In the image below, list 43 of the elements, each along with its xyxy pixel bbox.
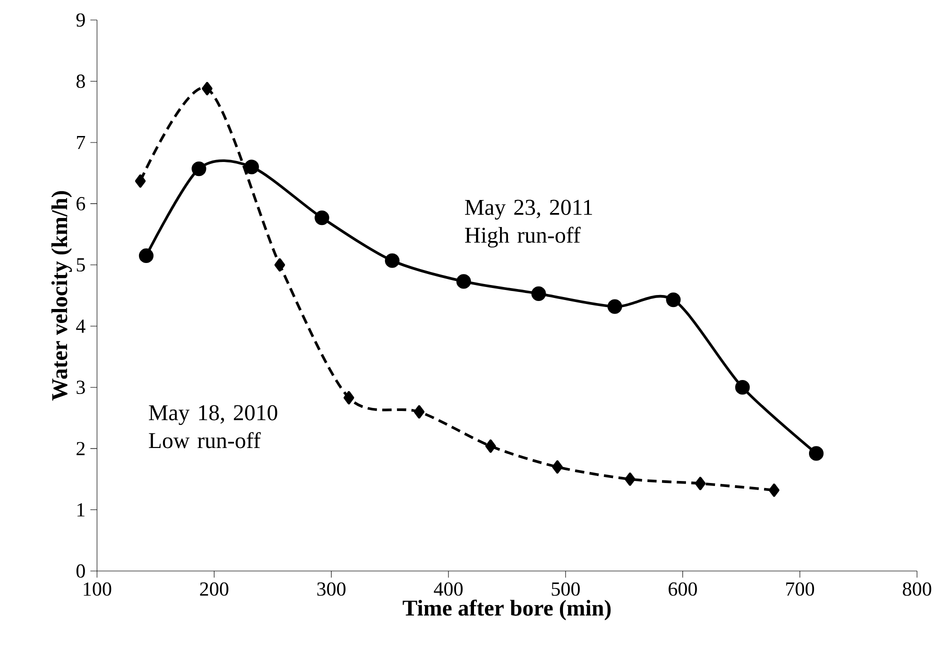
point	[244, 160, 259, 174]
point	[552, 460, 563, 474]
y-tick-label: 5	[76, 258, 85, 272]
y-tick-label: 9	[76, 13, 85, 27]
point	[384, 253, 400, 268]
y-tick-label: 7	[77, 136, 86, 149]
x-tick-label: 800	[902, 582, 932, 596]
y-tick-label: 4	[76, 320, 86, 333]
y-tick-label: 2	[76, 442, 85, 456]
point	[274, 258, 286, 272]
y-tick-label: 1	[77, 503, 84, 516]
point	[694, 476, 706, 490]
x-tick-label: 600	[668, 582, 697, 596]
y-axis-title: Water velocity (km/h)	[51, 191, 72, 401]
x-tick-label: 500	[552, 582, 580, 596]
x-tick-label: 200	[200, 582, 228, 596]
point	[624, 472, 636, 486]
y-tick-label: 8	[76, 74, 85, 88]
point	[808, 446, 824, 461]
point	[607, 299, 622, 314]
point	[135, 174, 146, 188]
y-tick-label: 3	[76, 380, 85, 394]
x-tick-label: 300	[317, 582, 346, 596]
point	[314, 210, 330, 226]
x-tick-label: 100	[84, 582, 112, 596]
y-tick-label: 6	[76, 197, 86, 210]
point	[735, 380, 750, 395]
point	[531, 286, 546, 301]
y-tick-label: 0	[76, 564, 85, 578]
point	[138, 248, 154, 264]
x-tick-label: 700	[786, 582, 814, 596]
series-label: May 23, 2011 High run-off	[465, 200, 592, 248]
point	[414, 405, 424, 418]
point	[768, 484, 780, 497]
point	[666, 292, 681, 308]
point	[202, 82, 212, 96]
x-axis-title: Time after bore (min)	[402, 600, 611, 620]
point	[344, 391, 354, 404]
point	[192, 161, 206, 176]
point	[485, 439, 496, 453]
text: May 18, 2010 Low run-off	[148, 405, 278, 448]
x-tick-label: 400	[434, 582, 463, 596]
point	[456, 274, 471, 289]
